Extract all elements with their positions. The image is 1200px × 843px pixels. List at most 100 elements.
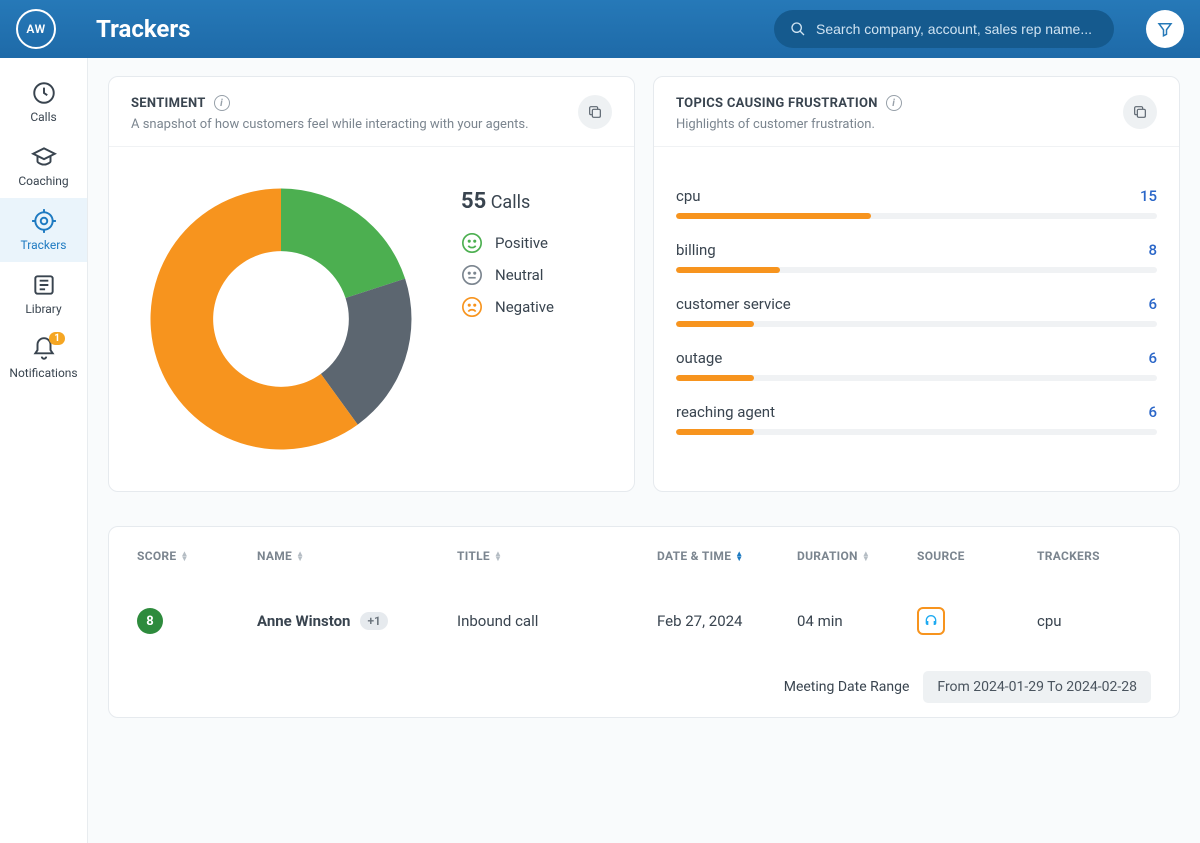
sidebar-item-label: Trackers xyxy=(21,238,67,252)
avatar-initials: AW xyxy=(26,22,45,36)
copy-button[interactable] xyxy=(578,95,612,129)
page-title: Trackers xyxy=(96,15,190,43)
copy-icon xyxy=(587,104,603,120)
topic-label: outage xyxy=(676,349,722,367)
table-row[interactable]: 8 Anne Winston +1 Inbound call Feb 27, 2… xyxy=(109,585,1179,657)
legend-label: Negative xyxy=(495,298,554,316)
date-range-chip[interactable]: From 2024-01-29 To 2024-02-28 xyxy=(923,671,1151,703)
topic-bar-fill xyxy=(676,267,780,273)
topic-bar-track xyxy=(676,375,1157,381)
topic-row[interactable]: customer service 6 xyxy=(676,295,1157,327)
topic-value: 15 xyxy=(1140,187,1157,205)
search-icon xyxy=(790,21,806,37)
calls-count: 55 xyxy=(461,189,486,214)
topic-bar-fill xyxy=(676,213,871,219)
topics-subtitle: Highlights of customer frustration. xyxy=(676,117,1123,132)
calls-label: Calls xyxy=(491,192,531,213)
legend-neutral: Neutral xyxy=(461,264,554,286)
neutral-face-icon xyxy=(461,264,483,286)
topic-label: cpu xyxy=(676,187,701,205)
th-name[interactable]: NAME▲▼ xyxy=(257,549,457,563)
th-source: SOURCE xyxy=(917,549,1037,563)
library-icon xyxy=(31,272,57,298)
th-trackers: TRACKERS xyxy=(1037,549,1157,563)
topic-bar-track xyxy=(676,213,1157,219)
sentiment-title: SENTIMENT xyxy=(131,96,206,111)
topic-value: 6 xyxy=(1148,403,1157,421)
sidebar-item-coaching[interactable]: Coaching xyxy=(0,134,87,198)
date-range-label: Meeting Date Range xyxy=(784,679,910,695)
topic-label: billing xyxy=(676,241,716,259)
sidebar-item-calls[interactable]: Calls xyxy=(0,70,87,134)
legend-label: Neutral xyxy=(495,266,543,284)
row-title: Inbound call xyxy=(457,612,657,630)
topic-value: 8 xyxy=(1148,241,1157,259)
row-name: Anne Winston xyxy=(257,612,350,630)
headset-icon xyxy=(917,607,945,635)
sidebar-item-notifications[interactable]: 1 Notifications xyxy=(0,326,87,390)
info-icon[interactable]: i xyxy=(886,95,902,111)
avatar[interactable]: AW xyxy=(16,9,56,49)
row-date: Feb 27, 2024 xyxy=(657,612,797,630)
row-source xyxy=(917,607,1037,635)
main-content: SENTIMENT i A snapshot of how customers … xyxy=(88,58,1200,843)
topic-bar-fill xyxy=(676,321,754,327)
th-title[interactable]: TITLE▲▼ xyxy=(457,549,657,563)
sentiment-donut-chart xyxy=(131,169,431,469)
th-duration[interactable]: DURATION▲▼ xyxy=(797,549,917,563)
copy-icon xyxy=(1132,104,1148,120)
sidebar: Calls Coaching Trackers Library 1 Notifi… xyxy=(0,58,88,843)
sentiment-subtitle: A snapshot of how customers feel while i… xyxy=(131,117,578,132)
topic-value: 6 xyxy=(1148,349,1157,367)
topic-row[interactable]: reaching agent 6 xyxy=(676,403,1157,435)
topic-label: customer service xyxy=(676,295,791,313)
topic-bar-track xyxy=(676,321,1157,327)
th-score[interactable]: SCORE▲▼ xyxy=(137,549,257,563)
smile-icon xyxy=(461,232,483,254)
notification-badge: 1 xyxy=(49,332,65,345)
topic-bar-fill xyxy=(676,375,754,381)
topic-bar-track xyxy=(676,429,1157,435)
legend-positive: Positive xyxy=(461,232,554,254)
sentiment-legend: 55 Calls Positive Neutral xyxy=(461,169,554,328)
sidebar-item-label: Notifications xyxy=(9,366,77,380)
sidebar-item-label: Calls xyxy=(30,110,56,124)
topics-card: TOPICS CAUSING FRUSTRATION i Highlights … xyxy=(653,76,1180,492)
row-tracker: cpu xyxy=(1037,612,1157,630)
topic-label: reaching agent xyxy=(676,403,775,421)
topic-row[interactable]: outage 6 xyxy=(676,349,1157,381)
target-icon xyxy=(31,208,57,234)
topics-title: TOPICS CAUSING FRUSTRATION xyxy=(676,96,878,111)
graduation-icon xyxy=(31,144,57,170)
sidebar-item-label: Library xyxy=(25,302,61,316)
sidebar-item-label: Coaching xyxy=(18,174,68,188)
sidebar-item-library[interactable]: Library xyxy=(0,262,87,326)
filter-button[interactable] xyxy=(1146,10,1184,48)
sentiment-card: SENTIMENT i A snapshot of how customers … xyxy=(108,76,635,492)
name-cell: Anne Winston +1 xyxy=(257,612,457,630)
topic-value: 6 xyxy=(1148,295,1157,313)
th-date[interactable]: DATE & TIME▲▼ xyxy=(657,549,797,563)
table-header: SCORE▲▼ NAME▲▼ TITLE▲▼ DATE & TIME▲▼ DUR… xyxy=(109,527,1179,585)
score-chip: 8 xyxy=(137,608,163,634)
topic-row[interactable]: billing 8 xyxy=(676,241,1157,273)
filter-icon xyxy=(1156,20,1174,38)
app-header: AW Trackers xyxy=(0,0,1200,58)
calls-table: SCORE▲▼ NAME▲▼ TITLE▲▼ DATE & TIME▲▼ DUR… xyxy=(108,526,1180,718)
info-icon[interactable]: i xyxy=(214,95,230,111)
clock-icon xyxy=(31,80,57,106)
legend-label: Positive xyxy=(495,234,548,252)
topic-bar-fill xyxy=(676,429,754,435)
topic-row[interactable]: cpu 15 xyxy=(676,187,1157,219)
date-range-row: Meeting Date Range From 2024-01-29 To 20… xyxy=(109,657,1179,703)
extra-participants-chip: +1 xyxy=(360,612,387,630)
sidebar-item-trackers[interactable]: Trackers xyxy=(0,198,87,262)
copy-button[interactable] xyxy=(1123,95,1157,129)
search-box[interactable] xyxy=(774,10,1114,48)
topic-bar-track xyxy=(676,267,1157,273)
search-input[interactable] xyxy=(816,21,1098,37)
row-duration: 04 min xyxy=(797,612,917,630)
frown-icon xyxy=(461,296,483,318)
topics-list: cpu15billing8customer service6outage6rea… xyxy=(654,147,1179,479)
legend-negative: Negative xyxy=(461,296,554,318)
